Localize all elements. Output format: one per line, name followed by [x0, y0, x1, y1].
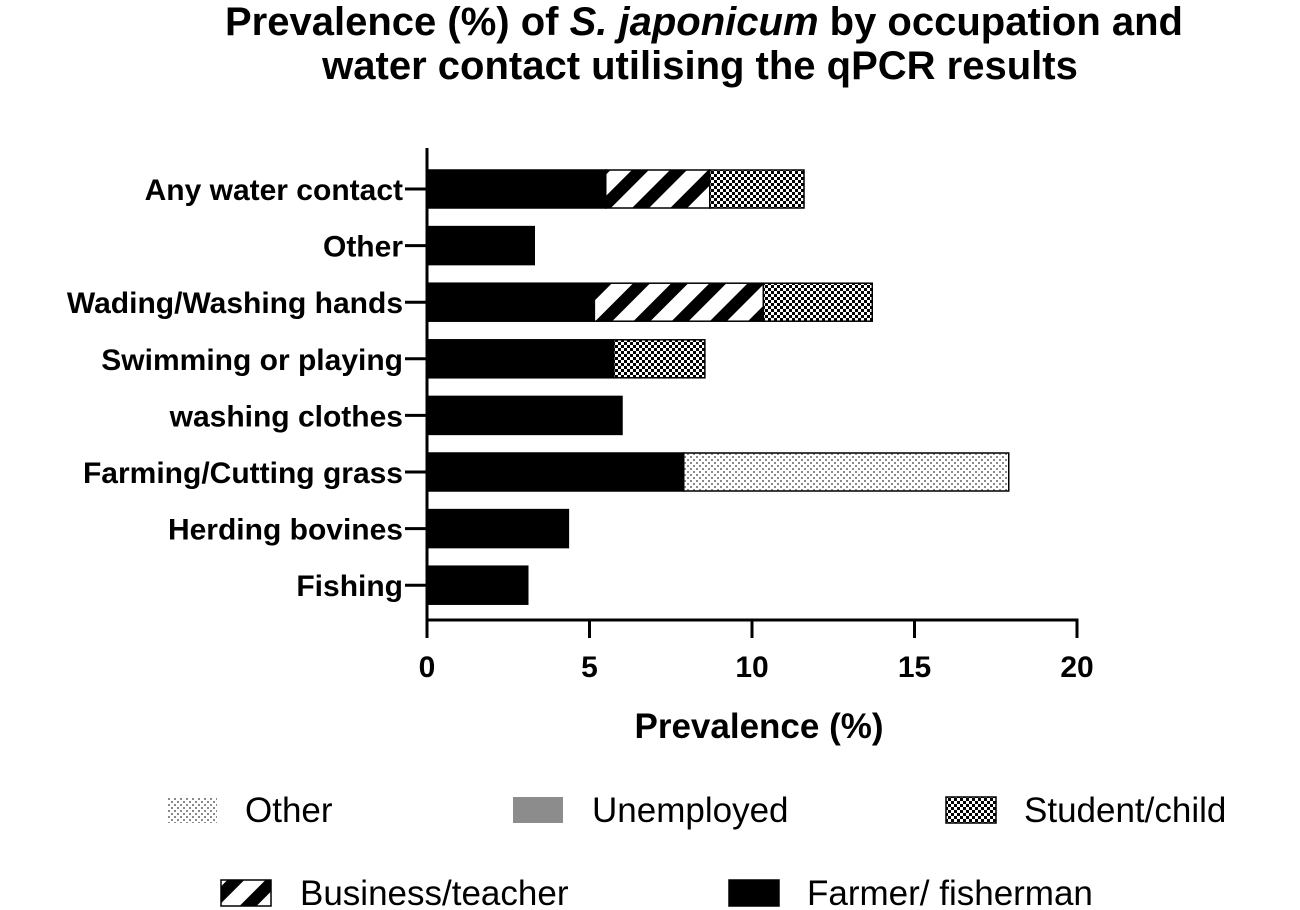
chart-title-line-1: Prevalence (%) of S. japonicum by occupa…: [108, 0, 1300, 44]
bar-other-farmer-fisherman: [426, 225, 535, 266]
x-tick-label: 5: [581, 651, 598, 684]
y-tick-label: Swimming or playing: [101, 344, 403, 377]
y-tick-label: Farming/Cutting grass: [83, 457, 403, 490]
x-tick-label: 0: [419, 651, 436, 684]
y-tick-label: washing clothes: [169, 400, 403, 433]
bar-fishing-farmer-fisherman: [426, 565, 529, 605]
chart-title-part: by occupation and: [818, 0, 1183, 44]
bar-washing-clothes-farmer-fisherman: [426, 395, 623, 436]
legend-swatch-student-child: [945, 796, 997, 824]
x-tick-label: 15: [898, 651, 931, 684]
legend-label-farmer-fisherman: Farmer/ fisherman: [807, 874, 1093, 910]
bar-farming-cutting-grass-other: [683, 452, 1010, 492]
bar-farming-cutting-grass-farmer-fisherman: [426, 452, 685, 492]
legend-label-unemployed: Unemployed: [592, 791, 789, 830]
y-tick-label: Any water contact: [145, 174, 403, 207]
bar-wading-washing-hands-business-teacher: [593, 282, 765, 322]
y-tick-label: Herding bovines: [168, 514, 403, 547]
bar-swimming-or-playing-farmer-fisherman: [426, 339, 615, 379]
x-axis-label: Prevalence (%): [634, 707, 883, 746]
bar-any-water-contact-business-teacher: [605, 169, 711, 209]
bar-wading-washing-hands-farmer-fisherman: [426, 282, 596, 322]
chart-title: Prevalence (%) of S. japonicum by occupa…: [0, 0, 1300, 88]
bar-any-water-contact-farmer-fisherman: [426, 169, 607, 209]
chart-title-species: S. japonicum: [569, 0, 819, 44]
bars-layer: [426, 169, 1010, 605]
legend-label-student-child: Student/child: [1024, 791, 1226, 830]
labels-layer: Any water contact Other Wading/Washing han…: [67, 174, 1094, 746]
axes-layer: [405, 148, 1079, 638]
x-tick-label: 20: [1060, 651, 1093, 684]
x-tick-label: 10: [735, 651, 768, 684]
y-tick-label: Fishing: [296, 570, 403, 603]
legend-label-business-teacher: Business/teacher: [300, 874, 569, 910]
legend: Other Unemployed Student/child Business/tea…: [167, 791, 1226, 910]
legend-swatch-business-teacher: [220, 879, 272, 907]
bar-any-water-contact-student-child: [709, 169, 805, 209]
bar-swimming-or-playing-student-child: [613, 339, 706, 379]
y-tick-label: Wading/Washing hands: [67, 287, 403, 320]
legend-swatch-unemployed: [513, 797, 563, 823]
bar-wading-washing-hands-student-child: [762, 282, 873, 322]
legend-label-other: Other: [245, 791, 333, 830]
y-tick-label: Other: [323, 231, 403, 264]
chart-title-part: Prevalence (%) of: [225, 0, 570, 44]
legend-swatch-other: [167, 797, 217, 823]
bar-herding-bovines-farmer-fisherman: [426, 508, 570, 549]
chart-title-line-2: water contact utilising the qPCR results: [322, 44, 1078, 88]
legend-swatch-farmer-fisherman: [728, 879, 780, 907]
